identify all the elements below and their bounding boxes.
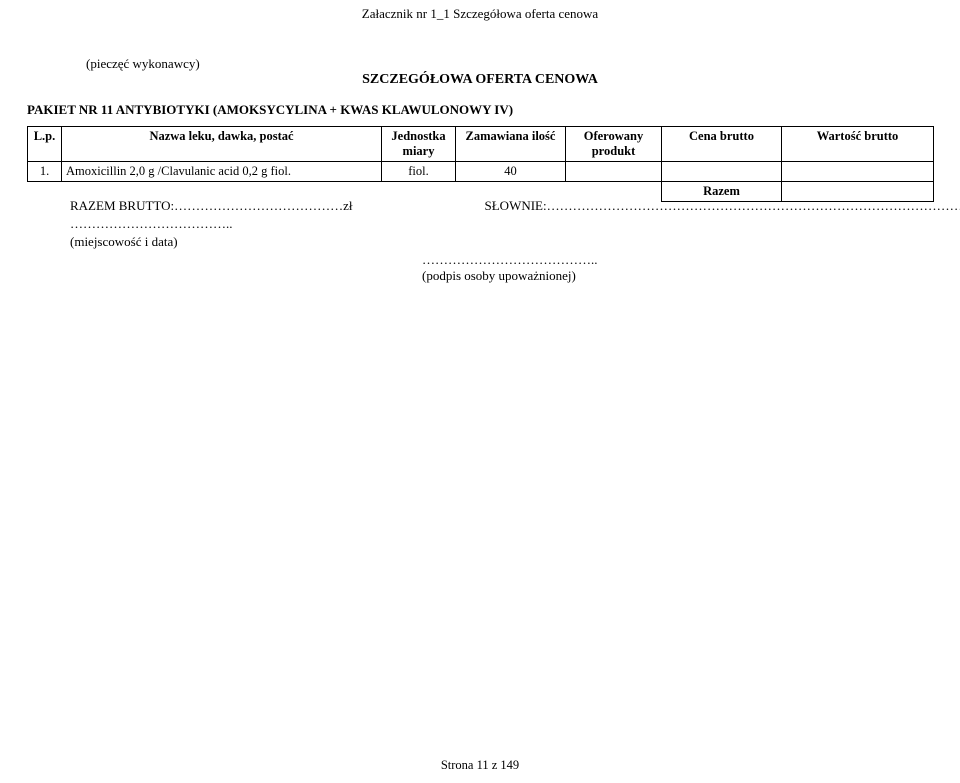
page: Załacznik nr 1_1 Szczegółowa oferta ceno… — [0, 0, 960, 783]
stamp-note: (pieczęć wykonawcy) — [86, 56, 200, 72]
col-product: Oferowany produkt — [566, 127, 662, 162]
col-product-line2: produkt — [592, 144, 636, 158]
col-product-line1: Oferowany — [584, 129, 644, 143]
signature-dots: ………………………………….. — [422, 252, 936, 268]
cell-unit: fiol. — [382, 162, 456, 182]
cell-qty: 40 — [456, 162, 566, 182]
cell-lp: 1. — [28, 162, 62, 182]
table-header-row: L.p. Nazwa leku, dawka, postać Jednostka… — [28, 127, 934, 162]
package-title: PAKIET NR 11 ANTYBIOTYKI (AMOKSYCYLINA +… — [27, 102, 513, 118]
attachment-title: Załacznik nr 1_1 Szczegółowa oferta ceno… — [0, 6, 960, 22]
col-unit: Jednostka miary — [382, 127, 456, 162]
signature-label: (podpis osoby upoważnionej) — [422, 268, 936, 284]
col-unit-line1: Jednostka — [391, 129, 445, 143]
place-date-label: (miejscowość i data) — [70, 234, 936, 250]
table-row: 1. Amoxicillin 2,0 g /Clavulanic acid 0,… — [28, 162, 934, 182]
col-qty: Zamawiana ilość — [456, 127, 566, 162]
offer-table: L.p. Nazwa leku, dawka, postać Jednostka… — [27, 126, 934, 202]
razem-brutto-label: RAZEM BRUTTO:…………………………………zł — [70, 198, 353, 214]
col-name: Nazwa leku, dawka, postać — [62, 127, 382, 162]
page-footer: Strona 11 z 149 — [0, 758, 960, 773]
offer-table-wrap: L.p. Nazwa leku, dawka, postać Jednostka… — [27, 126, 933, 202]
below-table: RAZEM BRUTTO:…………………………………zł SŁOWNIE:………… — [70, 198, 936, 284]
signature-block: ………………………………….. (podpis osoby upoważnion… — [422, 252, 936, 284]
col-lp: L.p. — [28, 127, 62, 162]
brutto-slownie-line: RAZEM BRUTTO:…………………………………zł SŁOWNIE:………… — [70, 198, 936, 214]
col-value: Wartość brutto — [782, 127, 934, 162]
slownie-label: SŁOWNIE:……………………………………………………………………………………… — [485, 198, 960, 214]
col-price: Cena brutto — [662, 127, 782, 162]
cell-name: Amoxicillin 2,0 g /Clavulanic acid 0,2 g… — [62, 162, 382, 182]
col-unit-line2: miary — [403, 144, 435, 158]
dots-row: ……………………………….. — [70, 216, 936, 232]
cell-price — [662, 162, 782, 182]
offer-title: SZCZEGÓŁOWA OFERTA CENOWA — [0, 72, 960, 88]
cell-product — [566, 162, 662, 182]
cell-value — [782, 162, 934, 182]
